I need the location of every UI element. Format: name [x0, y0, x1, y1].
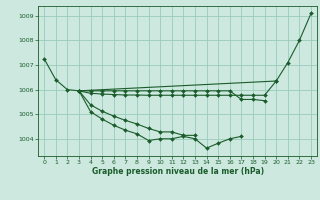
X-axis label: Graphe pression niveau de la mer (hPa): Graphe pression niveau de la mer (hPa) [92, 167, 264, 176]
